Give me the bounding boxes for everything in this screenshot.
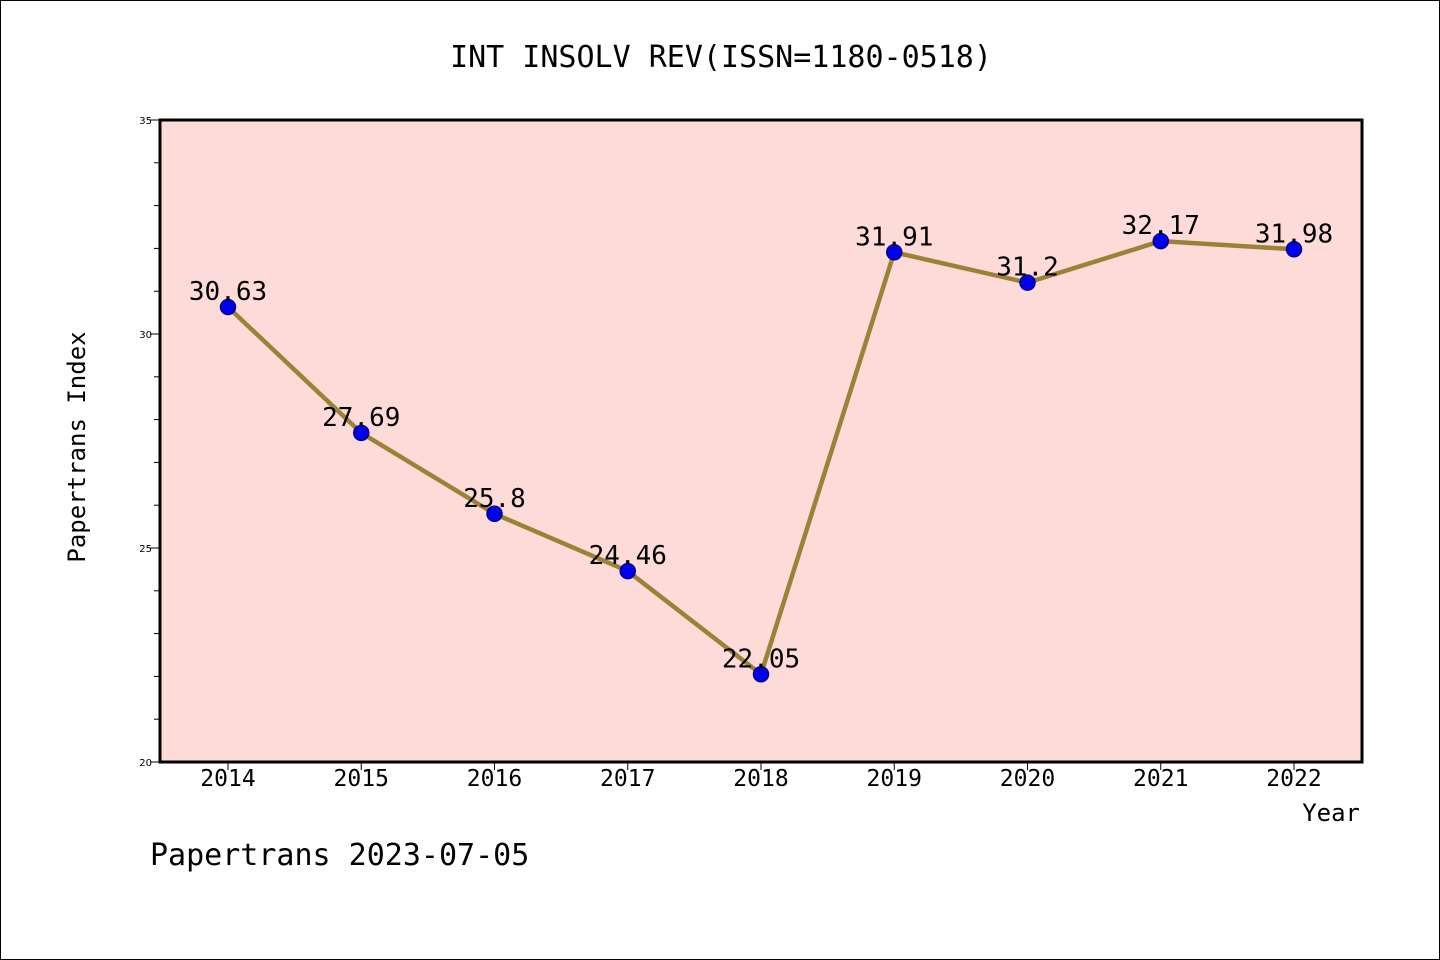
x-tick-label: 2022 bbox=[1266, 766, 1321, 792]
x-axis: 2014 2015 2016 2017 2018 2019 2020 2021 2022 bbox=[200, 762, 1322, 792]
y-tick-label: 35 bbox=[139, 116, 152, 127]
x-tick-label: 2016 bbox=[467, 766, 522, 792]
chart-title: INT INSOLV REV(ISSN=1180-0518) bbox=[450, 40, 992, 75]
data-point bbox=[1019, 274, 1036, 291]
x-axis-title: Year bbox=[1302, 799, 1360, 827]
y-tick-label: 25 bbox=[139, 544, 152, 555]
x-tick-label: 2019 bbox=[867, 766, 922, 792]
data-label: 22.05 bbox=[722, 644, 800, 674]
y-axis: 20 25 30 35 bbox=[139, 116, 160, 769]
data-label: 31.98 bbox=[1255, 219, 1333, 249]
data-point bbox=[1152, 232, 1169, 250]
data-point bbox=[353, 424, 370, 442]
data-label: 24.46 bbox=[589, 541, 667, 571]
x-tick-label: 2017 bbox=[600, 766, 655, 792]
data-label: 31.91 bbox=[855, 222, 933, 252]
x-tick-label: 2020 bbox=[1000, 766, 1055, 792]
data-label: 32.17 bbox=[1122, 211, 1200, 241]
data-label: 27.69 bbox=[322, 403, 400, 433]
data-point bbox=[486, 505, 503, 523]
data-point bbox=[1285, 241, 1303, 258]
data-point bbox=[886, 244, 903, 261]
data-label: 30.63 bbox=[189, 277, 267, 307]
data-point bbox=[219, 298, 237, 316]
x-tick-label: 2015 bbox=[334, 766, 389, 792]
x-tick-label: 2021 bbox=[1133, 766, 1188, 792]
data-label: 25.8 bbox=[463, 484, 526, 514]
x-tick-label: 2018 bbox=[733, 766, 788, 792]
data-labels: 30.63 27.69 25.8 24.46 22.05 31.91 31.2 32.17 31… bbox=[189, 211, 1333, 674]
y-tick-label: 30 bbox=[139, 330, 152, 341]
y-tick-label: 20 bbox=[139, 758, 152, 769]
series-markers bbox=[219, 232, 1303, 683]
y-axis-title: Papertrans Index bbox=[63, 331, 91, 562]
x-tick-label: 2014 bbox=[200, 766, 255, 792]
data-point bbox=[752, 666, 770, 683]
plot-frame bbox=[158, 118, 1364, 764]
footer-text: Papertrans 2023-07-05 bbox=[150, 838, 529, 873]
data-label: 31.2 bbox=[996, 253, 1059, 283]
data-point bbox=[619, 562, 636, 580]
